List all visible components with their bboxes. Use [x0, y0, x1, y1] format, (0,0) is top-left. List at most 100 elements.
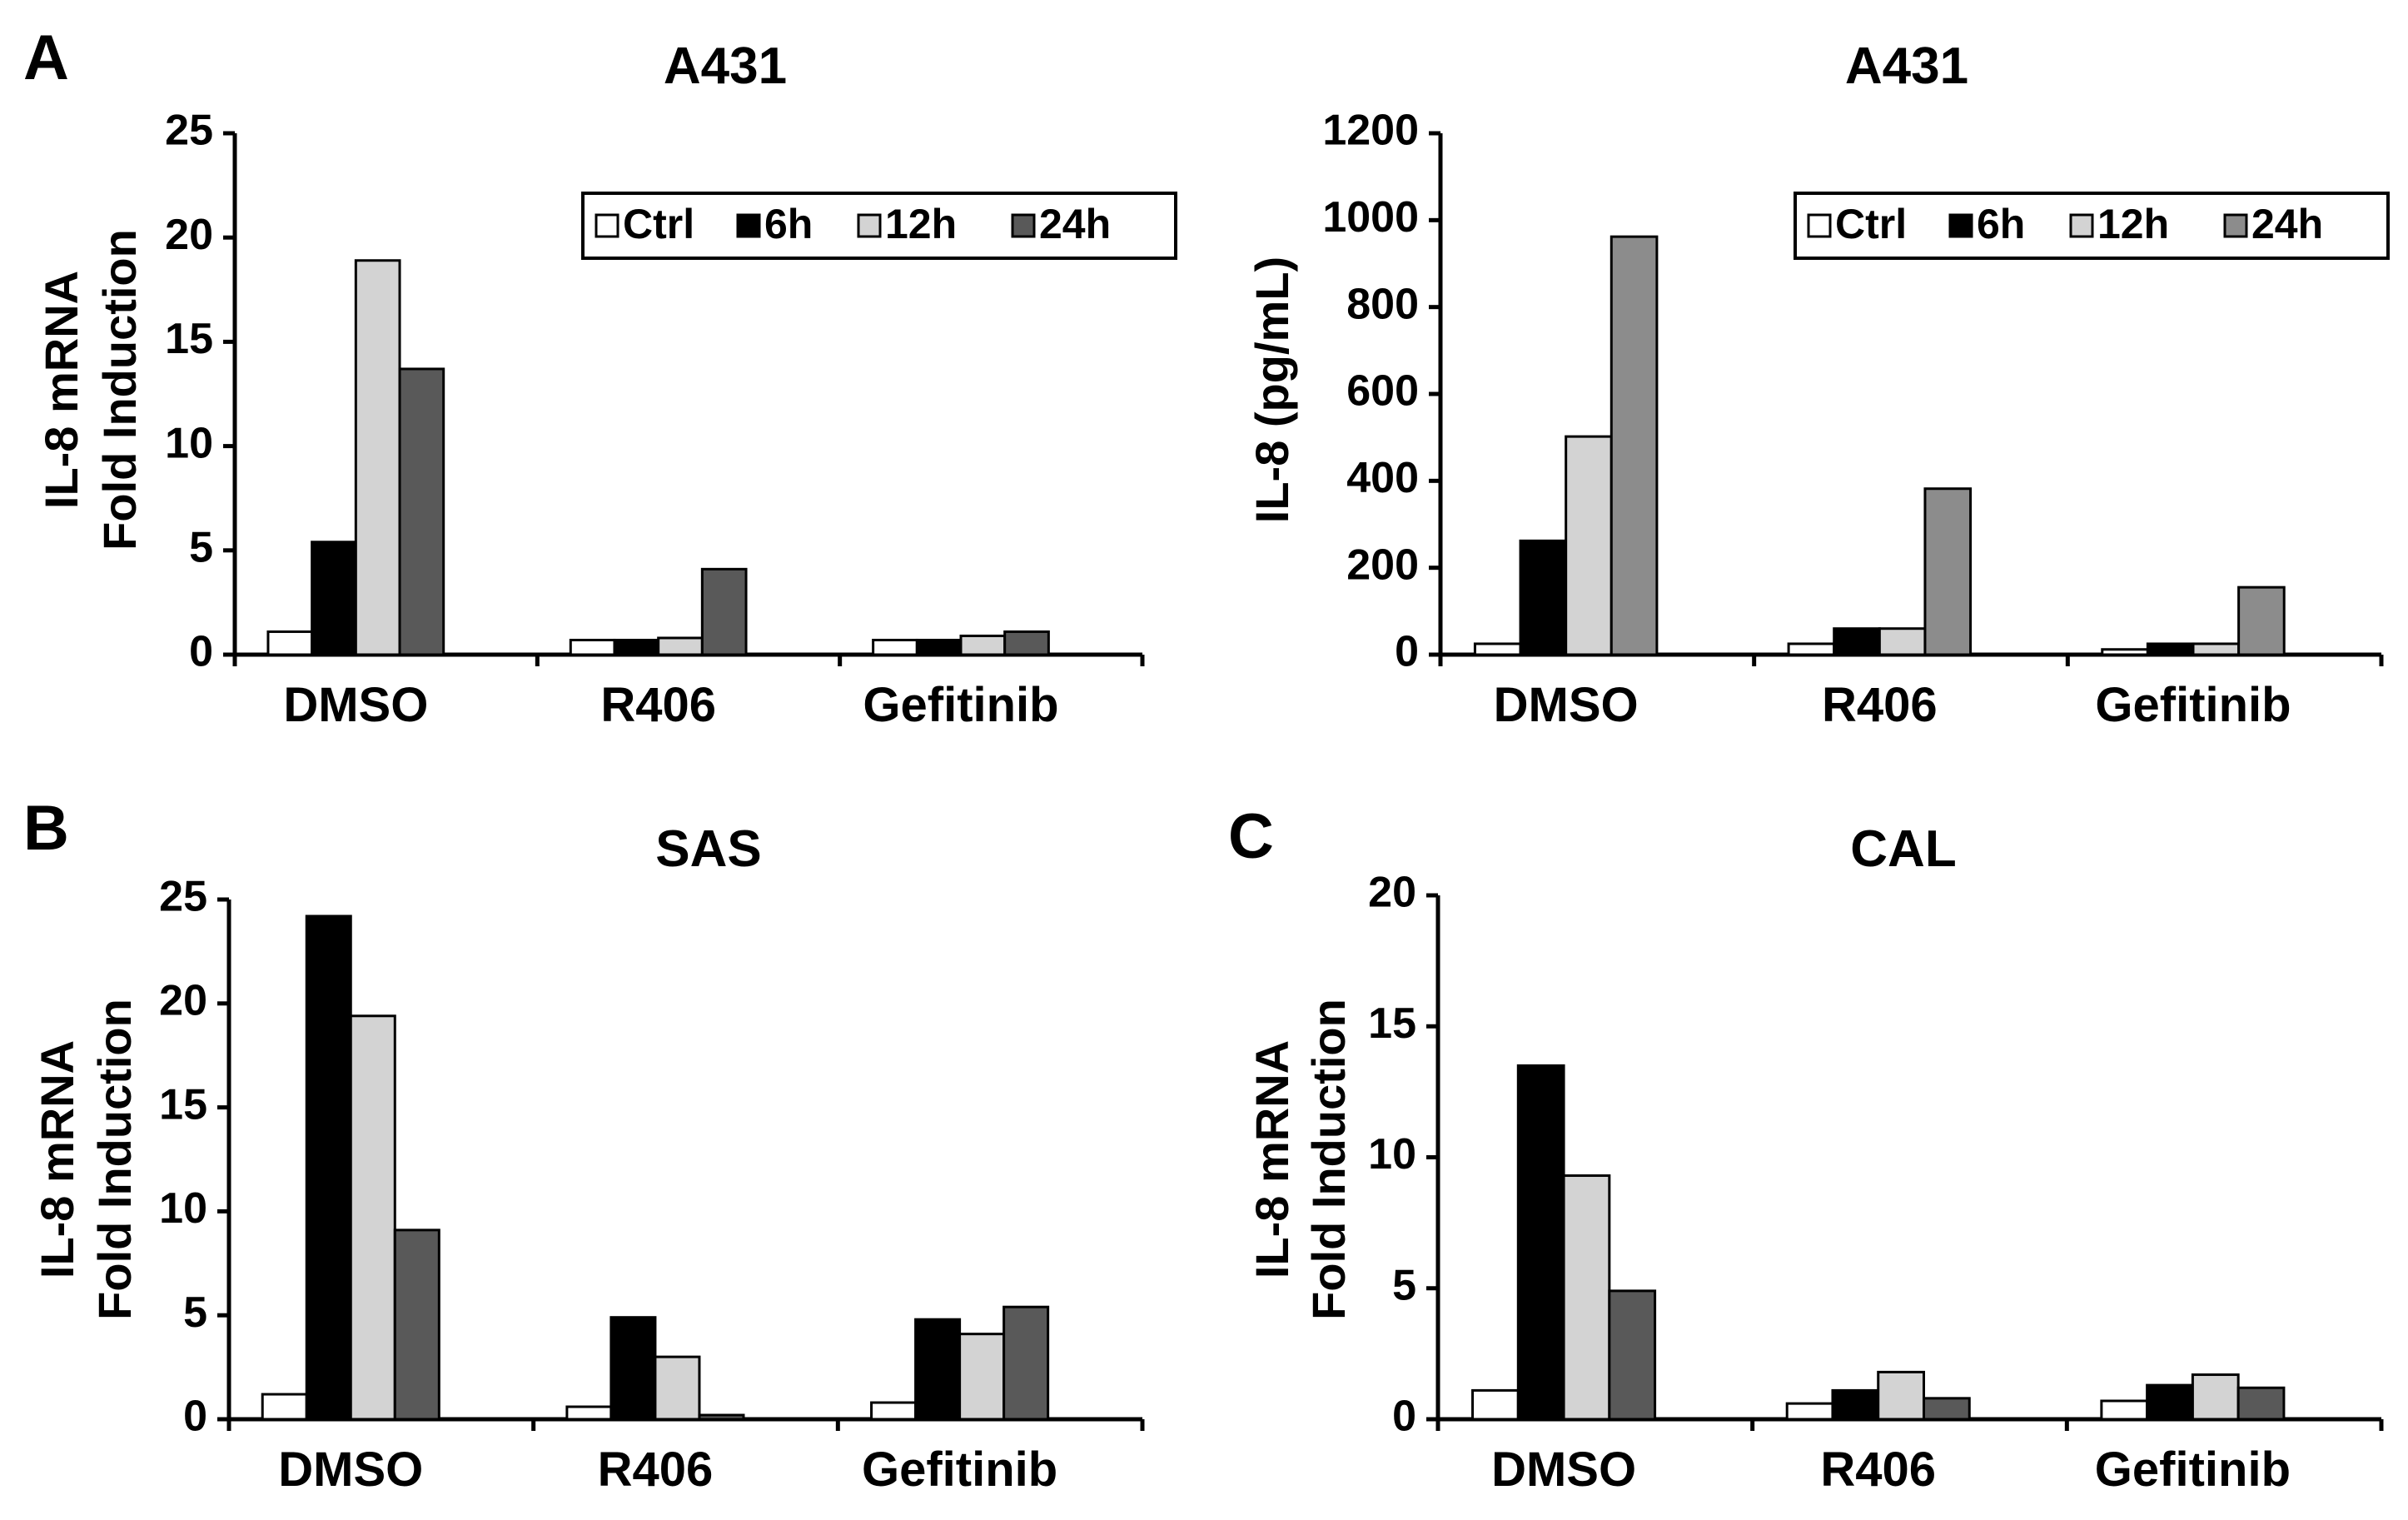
y-tick-label: 25	[159, 873, 207, 921]
bar-24h-gefitinib	[1003, 1305, 1050, 1421]
legend-label: 24h	[1039, 201, 1111, 247]
y-tick-label: 0	[1395, 628, 1419, 676]
y-tick-label: 15	[1368, 999, 1416, 1048]
y-tick-label: 10	[165, 419, 213, 467]
y-axis-label-line1: IL-8 mRNA	[31, 1040, 83, 1278]
y-tick-label: 400	[1346, 454, 1419, 502]
bar-6h-r406	[1831, 1388, 1880, 1421]
y-tick-label: 1000	[1322, 193, 1419, 242]
bar-ctrl-r406	[1785, 1402, 1834, 1421]
y-axis-label: IL-8 (pg/mL)	[1246, 257, 1298, 523]
x-tick-label: DMSO	[1491, 1443, 1636, 1497]
bar-6h-gefitinib	[914, 1318, 962, 1421]
x-tick-label: R406	[598, 1443, 714, 1497]
y-tick-label: 15	[165, 315, 213, 363]
chart-title: CAL	[1850, 820, 1956, 878]
bar-12h-r406	[657, 636, 704, 656]
bar-12h-gefitinib	[2191, 1373, 2240, 1421]
bar-24h-r406	[698, 1413, 745, 1421]
bar-ctrl-gefitinib	[2101, 648, 2149, 656]
bar-12h-dmso	[1562, 1174, 1611, 1421]
x-tick-label: DMSO	[1494, 678, 1639, 732]
chart-title: SAS	[655, 820, 761, 878]
y-tick-label: 25	[165, 107, 213, 155]
chart-title: A431	[1845, 37, 1968, 95]
bar-12h-r406	[1878, 627, 1927, 656]
y-tick-label: 10	[159, 1184, 207, 1233]
y-tick-label: 20	[165, 211, 213, 259]
x-tick-label: DMSO	[278, 1443, 423, 1497]
bar-6h-gefitinib	[915, 638, 963, 656]
bar-ctrl-r406	[565, 1405, 613, 1421]
y-axis-label-line2: Fold Induction	[1302, 999, 1355, 1320]
x-tick-label: Gefitinib	[2095, 1443, 2291, 1497]
y-tick-label: 0	[183, 1393, 207, 1441]
y-tick-label: 1200	[1322, 107, 1419, 155]
legend-label: 6h	[764, 201, 813, 247]
bar-24h-dmso	[1608, 1289, 1657, 1421]
legend-swatch-6h	[736, 213, 761, 238]
legend-label: 24h	[2251, 201, 2323, 247]
legend-swatch-6h	[1948, 213, 1973, 238]
bar-ctrl-dmso	[266, 630, 314, 656]
bar-12h-dmso	[1565, 435, 1613, 656]
y-tick-label: 20	[159, 977, 207, 1025]
x-tick-label: DMSO	[283, 678, 428, 732]
x-tick-label: Gefitinib	[863, 678, 1058, 732]
chart-title: A431	[664, 37, 787, 95]
y-axis-label-line1: IL-8 mRNA	[35, 271, 87, 509]
bar-ctrl-dmso	[1471, 1388, 1520, 1421]
bar-6h-dmso	[305, 914, 352, 1421]
y-tick-label: 20	[1368, 869, 1416, 917]
y-tick-label: 600	[1346, 367, 1419, 416]
y-tick-label: 5	[1392, 1261, 1416, 1309]
x-tick-label: Gefitinib	[2095, 678, 2291, 732]
bar-6h-dmso	[1516, 1064, 1565, 1421]
bar-12h-r406	[654, 1355, 701, 1421]
bar-6h-gefitinib	[2146, 1383, 2194, 1421]
y-tick-label: 5	[183, 1288, 207, 1337]
legend-swatch-ctrl	[595, 213, 619, 238]
bar-ctrl-gefitinib	[870, 1401, 918, 1421]
bar-12h-dmso	[354, 259, 401, 656]
bar-24h-dmso	[393, 1228, 440, 1421]
x-tick-label: R406	[1822, 678, 1938, 732]
legend-label: Ctrl	[623, 201, 694, 247]
bar-24h-dmso	[1609, 235, 1659, 656]
y-tick-label: 5	[189, 524, 213, 572]
chart-panel-1: A A431 IL-8 mRNA Fold Induction 0 5 10 15 20 25 DM…	[23, 22, 1177, 732]
bar-12h-r406	[1877, 1370, 1925, 1421]
y-axis-label-line1: IL-8 mRNA	[1246, 1040, 1298, 1278]
bar-ctrl-gefitinib	[872, 638, 918, 656]
y-axis-label-line2: Fold Induction	[93, 229, 146, 551]
bar-12h-gefitinib	[2192, 642, 2241, 656]
bar-24h-r406	[1922, 1397, 1971, 1421]
bar-ctrl-dmso	[261, 1393, 308, 1421]
bar-24h-r406	[700, 567, 748, 656]
y-axis-label-line2: Fold Induction	[88, 999, 141, 1320]
bar-ctrl-gefitinib	[2100, 1399, 2149, 1421]
legend-swatch-12h	[857, 213, 882, 238]
bar-24h-gefitinib	[1003, 630, 1050, 656]
bar-6h-r406	[613, 638, 660, 656]
bar-ctrl-r406	[569, 638, 616, 656]
bar-12h-gefitinib	[959, 634, 1007, 656]
bar-6h-r406	[1833, 627, 1881, 656]
bar-24h-r406	[1923, 487, 1973, 656]
legend: Ctrl 6h 12h 24h	[581, 192, 1177, 260]
legend-swatch-12h	[2069, 213, 2094, 238]
x-tick-label: R406	[1820, 1443, 1936, 1497]
bar-24h-dmso	[398, 367, 445, 656]
bar-24h-gefitinib	[2237, 586, 2286, 656]
y-tick-label: 0	[189, 628, 213, 676]
bar-12h-dmso	[349, 1014, 396, 1421]
bar-6h-gefitinib	[2146, 642, 2195, 656]
legend-label: 12h	[885, 201, 957, 247]
legend: Ctrl 6h 12h 24h	[1794, 192, 2390, 260]
bar-6h-r406	[609, 1316, 657, 1421]
legend-label: Ctrl	[1835, 201, 1907, 247]
bar-ctrl-dmso	[1473, 642, 1522, 656]
x-tick-label: R406	[600, 678, 716, 732]
chart-panel-3: B SAS IL-8 mRNA Fold Induction 0 5 10 15 20 25 DMS…	[23, 793, 1145, 1497]
